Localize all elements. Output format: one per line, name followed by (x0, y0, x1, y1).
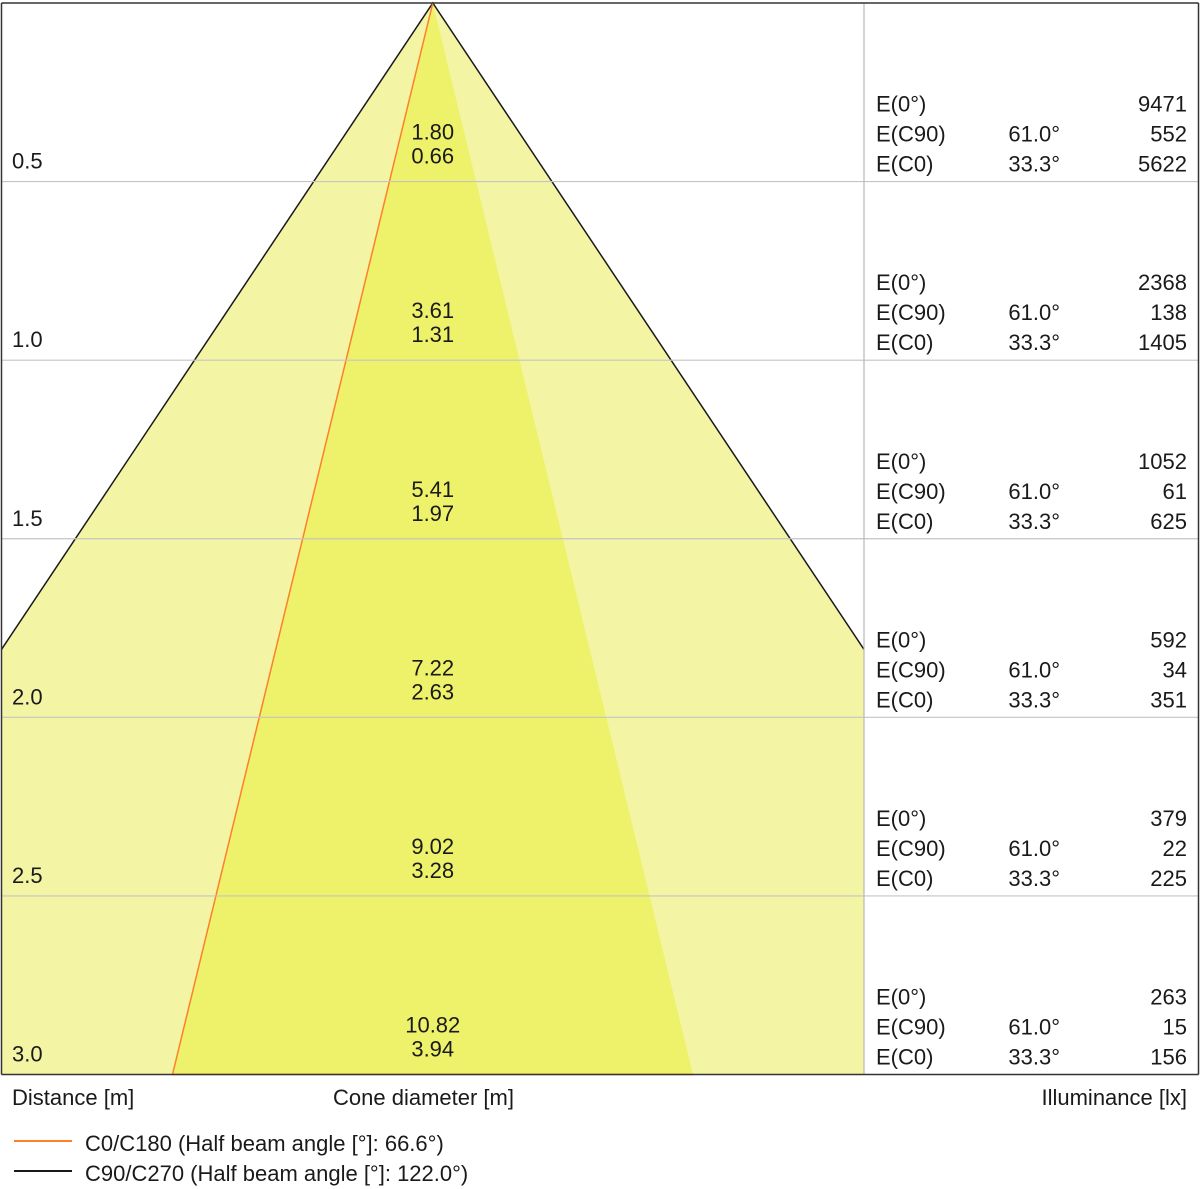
illuminance-angle-ec90: 61.0° (1008, 836, 1060, 861)
illuminance-value-ec90: 22 (1163, 836, 1187, 861)
illuminance-value-ec90: 138 (1150, 300, 1187, 325)
illuminance-value-ec0: 225 (1150, 866, 1187, 891)
illuminance-value-ec0: 5622 (1138, 152, 1187, 177)
illuminance-angle-ec0: 33.3° (1008, 330, 1060, 355)
illuminance-label-e0: E(0°) (876, 627, 926, 652)
illuminance-label-e0: E(0°) (876, 985, 926, 1010)
cone-diameter-c0: 2.63 (411, 679, 454, 704)
distance-label: 0.5 (12, 149, 43, 174)
cone-diameter-c0: 3.94 (411, 1037, 454, 1062)
cone-diameter-c90: 1.80 (411, 120, 454, 145)
illuminance-label-ec90: E(C90) (876, 1015, 946, 1040)
distance-axis-label: Distance [m] (12, 1085, 135, 1110)
distance-label: 3.0 (12, 1042, 43, 1067)
legend-c90-c270-swatch (14, 1170, 72, 1172)
cone-diameter-c0: 1.97 (411, 501, 454, 526)
cone-diameter-c0: 1.31 (411, 322, 454, 347)
cone-diameter-c0: 0.66 (411, 144, 454, 169)
illuminance-label-ec90: E(C90) (876, 479, 946, 504)
illuminance-value-e0: 1052 (1138, 449, 1187, 474)
illuminance-axis-label: Illuminance [lx] (1041, 1085, 1187, 1110)
illuminance-value-ec0: 156 (1150, 1045, 1187, 1070)
illuminance-label-e0: E(0°) (876, 270, 926, 295)
illuminance-value-e0: 263 (1150, 985, 1187, 1010)
cone-diameter-c90: 7.22 (411, 655, 454, 680)
distance-label: 1.0 (12, 327, 43, 352)
illuminance-label-ec90: E(C90) (876, 122, 946, 147)
illuminance-value-ec0: 625 (1150, 509, 1187, 534)
cone-diameter-c90: 3.61 (411, 298, 454, 323)
illuminance-value-e0: 379 (1150, 806, 1187, 831)
illuminance-value-e0: 592 (1150, 627, 1187, 652)
illuminance-label-ec90: E(C90) (876, 657, 946, 682)
illuminance-label-ec0: E(C0) (876, 152, 933, 177)
illuminance-label-ec0: E(C0) (876, 866, 933, 891)
legend-c0-c180-swatch (14, 1140, 72, 1142)
illuminance-label-ec90: E(C90) (876, 836, 946, 861)
cone-diameter-axis-label: Cone diameter [m] (333, 1085, 514, 1110)
illuminance-angle-ec0: 33.3° (1008, 866, 1060, 891)
illuminance-value-e0: 2368 (1138, 270, 1187, 295)
illuminance-value-ec0: 1405 (1138, 330, 1187, 355)
distance-label: 2.0 (12, 684, 43, 709)
illuminance-angle-ec90: 61.0° (1008, 300, 1060, 325)
illuminance-value-ec90: 15 (1163, 1015, 1187, 1040)
cone-diameter-c0: 3.28 (411, 858, 454, 883)
distance-label: 1.5 (12, 506, 43, 531)
illuminance-angle-ec0: 33.3° (1008, 687, 1060, 712)
cone-diameter-c90: 10.82 (405, 1013, 460, 1038)
row-labels: 0.5 1.800.66 E(0°) 9471 E(C90) 61.0° 552 E(C0) 3… (12, 92, 1187, 1070)
legend-c0-c180-label: C0/C180 (Half beam angle [°]: 66.6°) (85, 1131, 444, 1156)
illuminance-label-ec0: E(C0) (876, 1045, 933, 1070)
illuminance-angle-ec0: 33.3° (1008, 1045, 1060, 1070)
illuminance-label-e0: E(0°) (876, 92, 926, 117)
illuminance-angle-ec90: 61.0° (1008, 1015, 1060, 1040)
illuminance-angle-ec90: 61.0° (1008, 657, 1060, 682)
illuminance-value-ec0: 351 (1150, 687, 1187, 712)
illuminance-label-ec0: E(C0) (876, 509, 933, 534)
illuminance-angle-ec90: 61.0° (1008, 122, 1060, 147)
illuminance-value-ec90: 34 (1163, 657, 1187, 682)
illuminance-angle-ec0: 33.3° (1008, 152, 1060, 177)
illuminance-angle-ec0: 33.3° (1008, 509, 1060, 534)
illuminance-label-ec90: E(C90) (876, 300, 946, 325)
cone-diameter-c90: 5.41 (411, 477, 454, 502)
cone-diameter-c90: 9.02 (411, 834, 454, 859)
illuminance-label-ec0: E(C0) (876, 687, 933, 712)
illuminance-value-ec90: 61 (1163, 479, 1187, 504)
illuminance-label-e0: E(0°) (876, 806, 926, 831)
illuminance-angle-ec90: 61.0° (1008, 479, 1060, 504)
distance-label: 2.5 (12, 863, 43, 888)
illuminance-value-ec90: 552 (1150, 122, 1187, 147)
illuminance-label-e0: E(0°) (876, 449, 926, 474)
illuminance-value-e0: 9471 (1138, 92, 1187, 117)
illuminance-label-ec0: E(C0) (876, 330, 933, 355)
legend-c90-c270-label: C90/C270 (Half beam angle [°]: 122.0°) (85, 1161, 469, 1186)
grid-lines (0, 2, 1200, 1076)
